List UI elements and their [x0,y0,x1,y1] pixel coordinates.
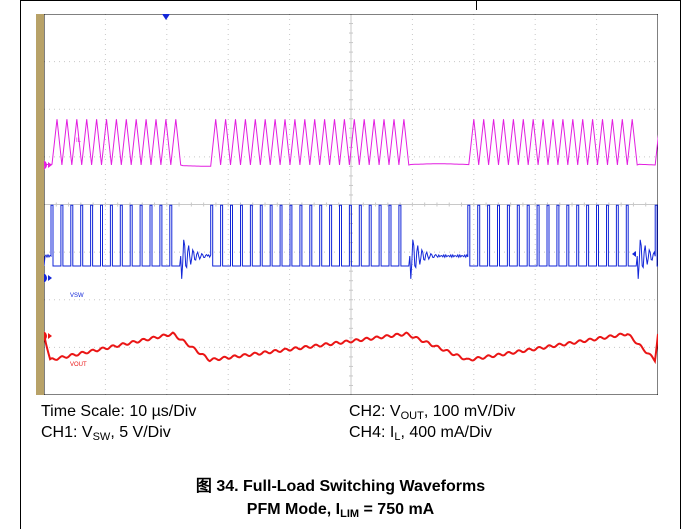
legend-ch4-post: , 400 mA/Div [400,424,493,441]
trace-label-ch2: VOUT [70,362,87,368]
channel-marker-arrow-ch2 [48,333,52,339]
legend-ch1-post: , 5 V/Div [110,424,171,441]
frame-left-border [20,0,21,529]
figure-caption-title: 图 34. Full-Load Switching Waveforms [195,478,486,495]
channel-marker-arrow-ch1 [48,275,52,281]
caption-line2-pre: PFM Mode, I [246,501,341,518]
trace-label-ch4: IL [76,138,82,144]
legend-ch2: CH2: VOUT, 100 mV/Div [349,402,515,422]
legend-ch4-sub: L [394,431,401,443]
legend-ch2-post: , 100 mV/Div [423,403,516,420]
trace-group [43,119,658,365]
frame-top-border [20,0,681,1]
oscilloscope-plot: 412ILVSWVOUT [36,14,658,395]
caption-line2-post: = 750 mA [359,501,435,518]
legend-ch2-sub: OUT [400,410,424,422]
legend-ch1: CH1: VSW, 5 V/Div [41,423,171,443]
figure-caption-line2: PFM Mode, ILIM = 750 mA [0,499,681,521]
figure-caption-line1: 图 34. Full-Load Switching Waveforms [0,476,681,498]
trigger-position-marker [162,14,170,20]
channel-marker-arrow-ch4 [48,162,52,168]
legend-ch2-pre: CH2: V [349,403,401,420]
legend-ch4: CH4: IL, 400 mA/Div [349,423,492,443]
plot-grid [43,14,658,395]
legend-time-scale-text: Time Scale: 10 µs/Div [41,403,197,420]
trace-label-ch1: VSW [70,293,84,299]
legend-time-scale: Time Scale: 10 µs/Div [41,402,196,422]
ch1-offset-arrow [632,251,636,257]
frame-vertical-separator [476,0,477,10]
left-bar [36,14,44,395]
caption-line2-sub: LIM [340,508,360,520]
legend-ch4-pre: CH4: I [349,424,395,441]
legend-ch1-pre: CH1: V [41,424,93,441]
ch4-trace [43,119,658,167]
legend-ch1-sub: SW [92,431,111,443]
ch1-trace [43,204,658,279]
ch2-trace [43,331,658,365]
